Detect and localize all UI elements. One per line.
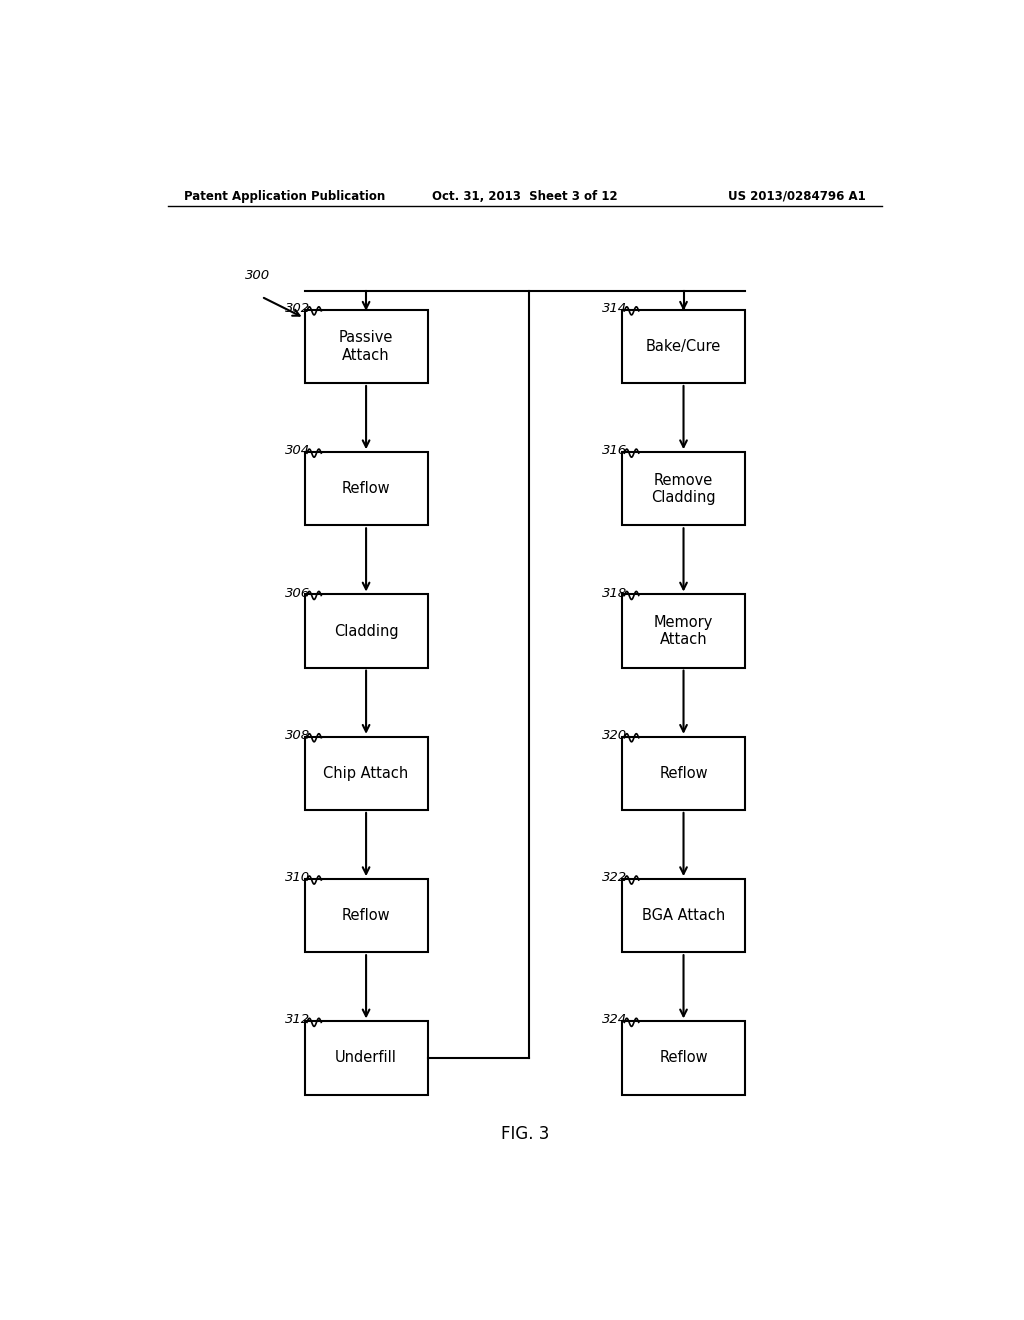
Text: 312: 312 (285, 1014, 310, 1027)
Text: Chip Attach: Chip Attach (324, 766, 409, 781)
Text: 314: 314 (602, 302, 628, 315)
Text: 316: 316 (602, 445, 628, 457)
Bar (622, 453, 745, 525)
Text: Reflow: Reflow (342, 482, 390, 496)
Bar (622, 879, 745, 952)
Text: Reflow: Reflow (342, 908, 390, 923)
Text: Passive
Attach: Passive Attach (339, 330, 393, 363)
Text: 300: 300 (246, 269, 270, 282)
Text: Patent Application Publication: Patent Application Publication (183, 190, 385, 202)
Text: FIG. 3: FIG. 3 (501, 1125, 549, 1143)
Text: 304: 304 (285, 445, 310, 457)
Text: Reflow: Reflow (659, 766, 708, 781)
Text: 320: 320 (602, 729, 628, 742)
Bar (622, 310, 745, 383)
Bar (304, 879, 428, 952)
Text: 306: 306 (285, 586, 310, 599)
Bar (622, 1022, 745, 1094)
Text: BGA Attach: BGA Attach (642, 908, 725, 923)
Text: 324: 324 (602, 1014, 628, 1027)
Text: 302: 302 (285, 302, 310, 315)
Bar (304, 310, 428, 383)
Bar (304, 737, 428, 810)
Bar (304, 453, 428, 525)
Text: Cladding: Cladding (334, 623, 398, 639)
Text: 322: 322 (602, 871, 628, 884)
Text: Remove
Cladding: Remove Cladding (651, 473, 716, 506)
Text: Bake/Cure: Bake/Cure (646, 339, 721, 354)
Bar (622, 594, 745, 668)
Text: Oct. 31, 2013  Sheet 3 of 12: Oct. 31, 2013 Sheet 3 of 12 (432, 190, 617, 202)
Text: 318: 318 (602, 586, 628, 599)
Text: Memory
Attach: Memory Attach (654, 615, 713, 647)
Text: 310: 310 (285, 871, 310, 884)
Bar (304, 1022, 428, 1094)
Text: Underfill: Underfill (335, 1051, 397, 1065)
Text: US 2013/0284796 A1: US 2013/0284796 A1 (728, 190, 866, 202)
Bar (304, 594, 428, 668)
Text: Reflow: Reflow (659, 1051, 708, 1065)
Text: 308: 308 (285, 729, 310, 742)
Bar (622, 737, 745, 810)
